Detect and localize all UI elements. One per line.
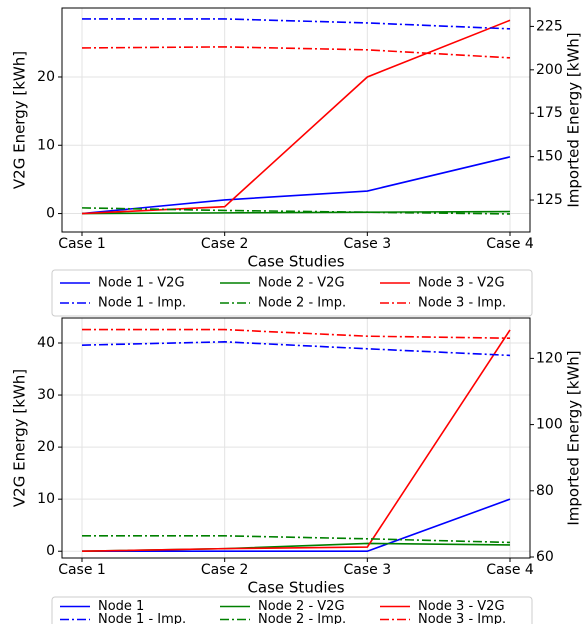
x-tick-label: Case 2 [201,236,249,252]
y-tick-label: 20 [37,439,55,455]
y2-tick-label: 175 [536,105,563,121]
legend-label: Node 3 - V2G [418,599,505,614]
legend-label: Node 2 - V2G [258,276,345,291]
x-tick-label: Case 2 [201,562,249,578]
x-tick-label: Case 4 [486,236,534,252]
legend-label: Node 1 [98,599,144,614]
series-line [81,207,511,215]
x-tick-label: Case 1 [58,562,106,578]
series-line [82,535,511,544]
y2-tick-label: 60 [536,549,554,565]
y2-axis-title: Imported Energy [kWh] [565,350,583,525]
y2-tick-label: 125 [536,192,563,208]
legend-label: Node 2 - Imp. [258,612,346,624]
legend-label: Node 1 - V2G [98,276,185,291]
y-tick-label: 30 [37,387,55,403]
y-axis-title: V2G Energy [kWh] [11,369,29,507]
y-tick-label: 20 [37,69,55,85]
x-tick-label: Case 1 [58,236,106,252]
x-axis-title: Case Studies [247,253,344,271]
y-tick-label: 10 [37,137,55,153]
series-line [81,341,511,357]
y-tick-label: 0 [46,543,55,559]
legend: Node 1 Node 2 - V2G Node 3 - V2G Node 1 - I… [51,596,533,624]
legend-label: Node 2 - Imp. [258,296,346,311]
plot-frame [61,7,531,233]
series-line [81,210,511,215]
x-tick-label: Case 3 [344,562,392,578]
y-tick-label: 0 [46,206,55,222]
legend-label: Node 3 - V2G [418,276,505,291]
series-line [82,328,511,339]
series-line [81,19,511,215]
series-line [82,498,511,553]
x-tick-label: Case 3 [344,236,392,252]
y2-tick-label: 100 [536,417,563,433]
x-axis-title: Case Studies [247,579,344,597]
legend-label: Node 3 - Imp. [418,612,506,624]
y2-tick-label: 200 [536,62,563,78]
plot-frame [61,317,531,559]
y2-axis-title: Imported Energy [kWh] [565,32,583,207]
x-tick-label: Case 4 [486,562,534,578]
legend-box [51,269,533,317]
legend-label: Node 1 - Imp. [98,612,186,624]
y2-tick-label: 80 [536,483,554,499]
y-tick-label: 40 [37,335,55,351]
legend: Node 1 - V2G Node 2 - V2G Node 3 - V2G Node… [51,269,533,317]
series-line [82,18,511,30]
legend-label: Node 3 - Imp. [418,296,506,311]
y2-tick-label: 120 [536,350,563,366]
series-line [81,329,511,553]
y-axis-title: V2G Energy [kWh] [11,51,29,189]
series-line [81,156,511,215]
y-tick-label: 10 [37,491,55,507]
legend-label: Node 1 - Imp. [98,296,186,311]
legend-box [51,596,533,624]
y2-tick-label: 225 [536,18,563,34]
legend-label: Node 2 - V2G [258,599,345,614]
series-line [81,46,511,59]
y2-tick-label: 150 [536,149,563,165]
